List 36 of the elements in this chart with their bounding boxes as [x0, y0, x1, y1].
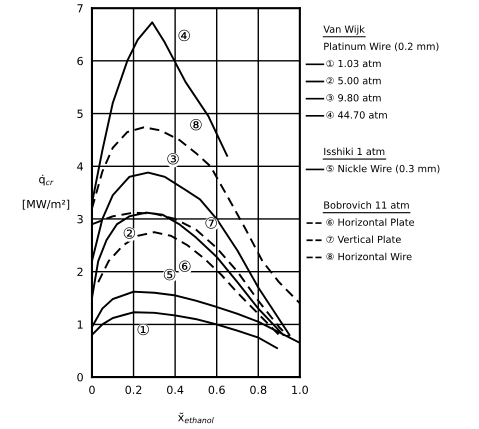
x-tick-label: 0.8 [250, 386, 266, 394]
y-tick-label: 7 [77, 4, 83, 12]
legend-label: ⑦ Vertical Plate [326, 236, 401, 244]
y-tick-label: 3 [77, 214, 83, 224]
x-tick-label: 0.4 [167, 386, 184, 394]
text: Bobrovich 11 atm [324, 201, 409, 209]
x-tick-label: 0.2 [125, 386, 142, 394]
y-tick-label: 2 [77, 268, 83, 276]
x-tick-label: 1.0 [292, 386, 308, 394]
x-tick-label: 0 [89, 386, 95, 394]
x-tick-label: 0.6 [208, 386, 225, 394]
y-tick-label: 5 [77, 110, 83, 118]
y-tick-label: 0 [77, 373, 83, 382]
legend-label: ② 5.00 atm [326, 76, 381, 84]
legend-label: ⑤ Nickle Wire (0.3 mm) [326, 164, 440, 174]
text: q̇$_{cr}$ [MW/m²] [22, 174, 70, 210]
annotation: ⑦ [205, 217, 217, 229]
annotation: ① [138, 324, 149, 336]
text: Platinum Wire (0.2 mm) [324, 42, 438, 52]
y-tick-label: 1 [78, 320, 83, 329]
text: Isshiki 1 atm [324, 148, 384, 156]
annotation: ⑤ [164, 268, 176, 280]
annotation: ③ [167, 153, 179, 165]
y-tick-label: 6 [77, 56, 83, 66]
text: Van Wijk [323, 25, 365, 35]
legend-label: ① 1.03 atm [326, 60, 381, 68]
legend-label: ⑧ Horizontal Wire [326, 252, 412, 260]
annotation: ⑥ [179, 260, 191, 272]
y-tick-label: 4 [77, 162, 84, 170]
legend-label: ④ 44.70 atm [326, 111, 387, 119]
annotation: ⑧ [190, 118, 202, 130]
annotation: ④ [178, 30, 190, 42]
annotation: ② [124, 227, 136, 239]
legend-label: ⑥ Horizontal Plate [326, 218, 414, 226]
legend-label: ③ 9.80 atm [326, 94, 381, 102]
x-axis-title: x̃$_{ethanol}$ [178, 412, 214, 424]
